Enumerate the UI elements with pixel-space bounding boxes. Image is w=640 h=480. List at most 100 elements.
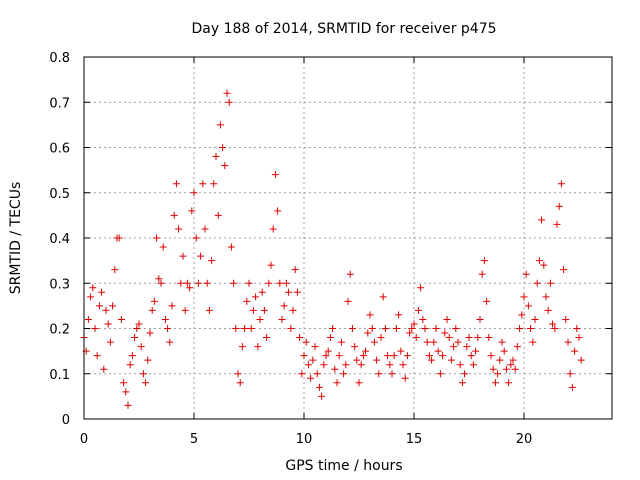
data-point: [179, 252, 187, 260]
data-point: [126, 361, 134, 369]
data-point: [509, 356, 517, 364]
data-point: [370, 338, 378, 346]
data-point: [146, 329, 154, 337]
data-point: [373, 356, 381, 364]
data-point: [412, 334, 420, 342]
data-point: [359, 352, 367, 360]
data-point: [243, 297, 251, 305]
data-point: [320, 361, 328, 369]
x-tick-label: 10: [296, 432, 313, 447]
data-point: [496, 356, 504, 364]
data-point: [155, 275, 163, 283]
data-point: [122, 388, 130, 396]
data-point: [177, 279, 185, 287]
data-point: [401, 374, 409, 382]
data-point: [192, 234, 200, 242]
data-point: [181, 306, 189, 314]
data-point: [139, 370, 147, 378]
data-point: [564, 338, 572, 346]
data-point: [408, 325, 416, 332]
data-point: [247, 325, 255, 332]
x-tick-label: 20: [516, 432, 533, 447]
data-point: [443, 315, 451, 323]
data-point: [168, 302, 176, 310]
data-point: [208, 257, 216, 265]
data-point: [489, 365, 497, 373]
data-point: [474, 334, 482, 342]
data-point: [260, 306, 268, 314]
data-point: [344, 297, 352, 305]
data-point: [397, 347, 405, 355]
data-point: [335, 352, 343, 360]
data-point: [291, 266, 299, 274]
data-point: [375, 370, 383, 378]
x-axis-label: GPS time / hours: [285, 458, 402, 474]
axis-ticks: 0 0.1 0.2 0.3 0.4 0.5 0.6 0.7 0.8 0 5 10 15 20: [49, 51, 612, 447]
data-point: [245, 279, 253, 287]
data-point: [304, 361, 312, 369]
data-point: [258, 288, 266, 296]
data-point: [322, 352, 330, 360]
data-point: [533, 279, 541, 287]
data-point: [390, 352, 398, 360]
data-series: [80, 89, 585, 409]
data-point: [201, 225, 209, 233]
data-point: [194, 279, 202, 287]
data-point: [441, 329, 449, 337]
data-point: [324, 347, 332, 355]
data-point: [357, 361, 365, 369]
data-point: [230, 279, 238, 287]
data-point: [403, 352, 411, 360]
x-tick-label: 15: [406, 432, 423, 447]
data-point: [406, 329, 414, 337]
data-point: [562, 315, 570, 323]
data-point: [252, 293, 260, 301]
data-point: [172, 180, 180, 188]
data-point: [263, 334, 271, 342]
y-tick-label: 0: [62, 413, 70, 428]
data-point: [362, 347, 370, 355]
data-point: [542, 293, 550, 301]
data-point: [313, 370, 321, 378]
data-point: [84, 315, 92, 323]
data-point: [500, 347, 508, 355]
data-point: [199, 180, 207, 188]
data-point: [549, 320, 557, 328]
data-point: [241, 325, 249, 332]
data-point: [148, 306, 156, 314]
data-point: [135, 320, 143, 328]
data-point: [434, 347, 442, 355]
data-point: [445, 334, 453, 342]
data-point: [386, 361, 394, 369]
data-point: [379, 293, 387, 301]
data-point: [232, 325, 240, 332]
data-point: [428, 356, 436, 364]
data-point: [419, 315, 427, 323]
data-point: [410, 320, 418, 328]
data-point: [463, 343, 471, 351]
data-point: [560, 266, 568, 274]
data-point: [300, 352, 308, 360]
data-point: [432, 325, 440, 332]
data-point: [238, 343, 246, 351]
data-point: [573, 325, 581, 332]
data-point: [557, 180, 565, 188]
data-point: [421, 325, 429, 332]
data-point: [331, 365, 339, 373]
data-point: [395, 311, 403, 319]
data-point: [425, 352, 433, 360]
data-point: [540, 261, 548, 269]
data-point: [502, 365, 510, 373]
data-point: [566, 370, 574, 378]
data-point: [518, 311, 526, 319]
data-point: [417, 284, 425, 292]
data-point: [546, 279, 554, 287]
data-point: [117, 315, 125, 323]
data-point: [223, 89, 231, 97]
data-point: [494, 370, 502, 378]
data-point: [575, 334, 583, 342]
data-point: [353, 356, 361, 364]
data-point: [516, 325, 524, 332]
data-point: [447, 356, 455, 364]
